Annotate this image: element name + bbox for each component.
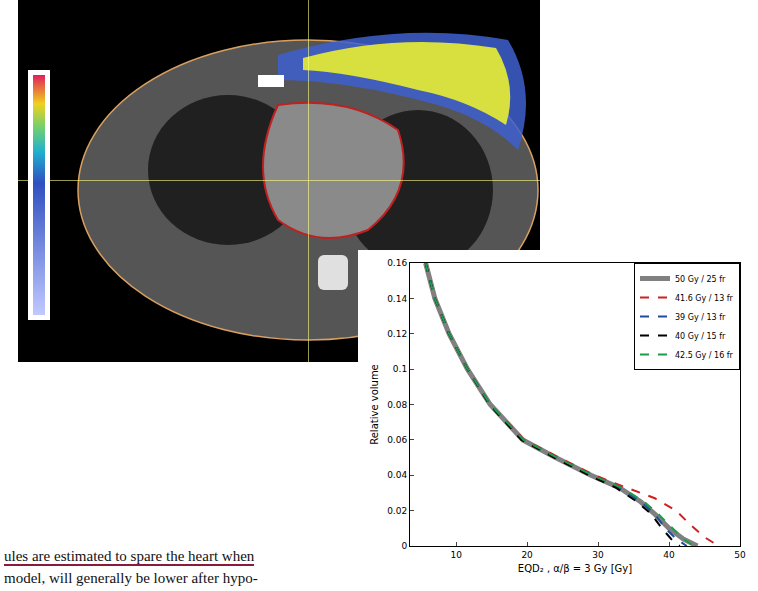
svg-text:0.14: 0.14 [387,294,407,304]
svg-text:EQD₂ , α/β = 3 Gy [Gy]: EQD₂ , α/β = 3 Gy [Gy] [518,563,632,574]
svg-text:0.02: 0.02 [387,506,407,516]
svg-text:0.04: 0.04 [387,470,407,480]
svg-text:10: 10 [450,550,462,560]
svg-text:50 Gy / 25 fr: 50 Gy / 25 fr [675,275,726,284]
svg-text:41.6 Gy / 13 fr: 41.6 Gy / 13 fr [675,294,734,303]
html-text:model, will generally be lower: model, will generally be lower after hyp… [4,570,258,586]
svg-text:40 Gy / 15 fr: 40 Gy / 15 fr [675,332,726,341]
svg-text:30: 30 [592,550,604,560]
svg-text:20: 20 [521,550,533,560]
svg-text:40: 40 [663,550,675,560]
svg-text:0.1: 0.1 [393,364,407,374]
svg-text:Relative volume: Relative volume [369,364,380,445]
svg-text:39 Gy / 13 fr: 39 Gy / 13 fr [675,313,726,322]
svg-text:42.5 Gy / 16 fr: 42.5 Gy / 16 fr [675,351,734,360]
svg-text:0.16: 0.16 [387,258,407,268]
svg-text:0.08: 0.08 [387,400,407,410]
html-text:ules are estimated to spare th: ules are estimated to spare the heart wh… [4,548,255,564]
svg-text:50: 50 [734,550,746,560]
svg-text:0.12: 0.12 [387,329,407,339]
svg-text:0.06: 0.06 [387,435,407,445]
svg-text:0: 0 [401,541,407,551]
